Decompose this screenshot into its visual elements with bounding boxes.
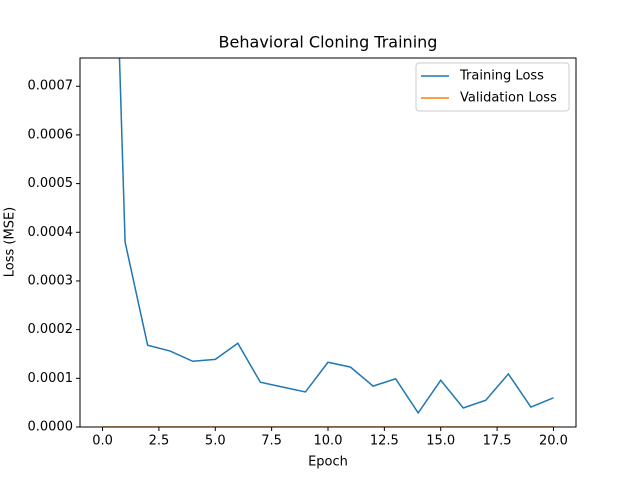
plot-area	[102, 58, 554, 427]
legend-box	[415, 62, 570, 112]
y-tick-label: 0.0001	[28, 371, 74, 386]
legend-label: Training Loss	[459, 69, 544, 84]
y-axis-label: Loss (MSE)	[3, 207, 18, 277]
legend-label: Validation Loss	[460, 91, 557, 106]
y-tick-label: 0.0006	[28, 127, 74, 142]
x-tick-label: 5.0	[205, 434, 226, 449]
axes-frame	[79, 57, 577, 428]
y-tick-label: 0.0003	[28, 273, 74, 288]
x-tick-label: 12.5	[370, 434, 399, 449]
x-tick-label: 0.0	[92, 434, 113, 449]
y-tick-label: 0.0000	[28, 420, 74, 435]
x-tick-label: 17.5	[483, 434, 512, 449]
series-line	[118, 58, 554, 415]
x-tick-label: 20.0	[539, 434, 568, 449]
x-axis-label: Epoch	[308, 455, 348, 470]
y-tick-label: 0.0004	[28, 225, 74, 240]
y-tick-label: 0.0005	[28, 176, 74, 191]
y-tick-label: 0.0007	[28, 79, 74, 94]
x-tick-label: 15.0	[426, 434, 455, 449]
x-tick-label: 10.0	[314, 434, 343, 449]
y-tick-label: 0.0002	[28, 322, 74, 337]
x-tick-label: 7.5	[261, 434, 282, 449]
x-tick-label: 2.5	[149, 434, 170, 449]
chart-title: Behavioral Cloning Training	[219, 33, 438, 52]
